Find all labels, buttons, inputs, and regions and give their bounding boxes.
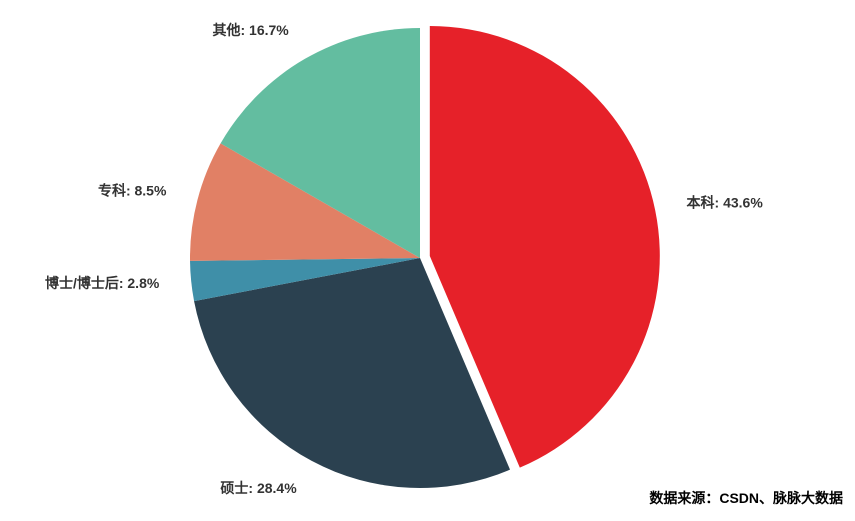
pie-slice-label: 专科: 8.5% <box>98 183 167 199</box>
pie-slice-label: 硕士: 28.4% <box>220 480 297 496</box>
pie-slice-label: 其他: 16.7% <box>213 22 290 38</box>
pie-chart: 本科: 43.6% 硕士: 28.4% 博士/博士后: 2.8% 专科: 8.5% 其他… <box>0 0 855 516</box>
pie-slice-label: 本科: 43.6% <box>687 194 764 210</box>
pie-slice-label: 博士/博士后: 2.8% <box>45 275 160 291</box>
data-source-label: 数据来源：CSDN、脉脉大数据 <box>649 488 843 508</box>
